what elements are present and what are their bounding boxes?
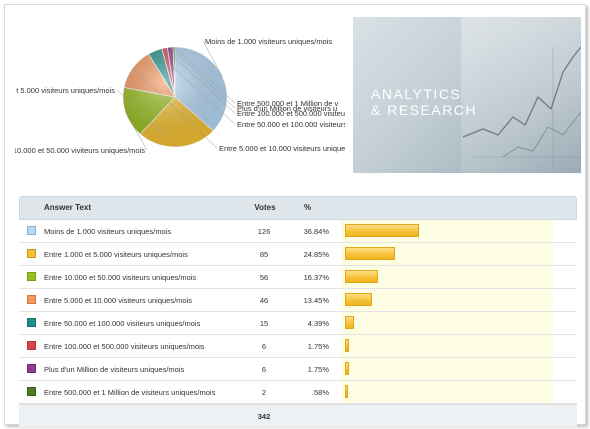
table-row: Entre 500.000 et 1 Million de visiteurs … — [19, 381, 577, 404]
table-header: Answer Text Votes % — [19, 196, 577, 220]
answer-text: Moins de 1.000 visiteurs uniques/mois — [44, 227, 172, 236]
bar-cell — [341, 220, 553, 242]
color-swatch — [27, 249, 36, 258]
headline-line1: ANALYTICS — [371, 86, 462, 102]
vote-count: 15 — [259, 319, 269, 328]
vote-count: 126 — [257, 227, 271, 236]
color-swatch — [27, 295, 36, 304]
table-row: Entre 50.000 et 100.000 visiteurs unique… — [19, 312, 577, 335]
pie-label: Plus d'un Million de visiteurs u — [237, 104, 337, 113]
vote-count: 6 — [261, 342, 267, 351]
vote-percent: 4.39% — [307, 319, 329, 328]
pie-label: Entre 50.000 et 100.000 visiteurs — [237, 120, 345, 129]
table-row: Plus d'un Million de visiteurs uniques/m… — [19, 358, 577, 381]
vote-count: 6 — [261, 365, 267, 374]
result-bar — [345, 339, 349, 352]
bar-cell — [341, 381, 553, 403]
answer-text: Plus d'un Million de visiteurs uniques/m… — [44, 365, 185, 374]
vote-percent: 13.45% — [303, 296, 329, 305]
answer-text: Entre 50.000 et 100.000 visiteurs unique… — [44, 319, 201, 328]
vote-percent: 36.84% — [303, 227, 329, 236]
bar-cell — [341, 335, 553, 357]
color-swatch — [27, 387, 36, 396]
pie-chart: Moins de 1.000 visiteurs uniques/mois t 5… — [15, 17, 345, 177]
pie-leader-line — [125, 112, 148, 151]
color-swatch — [27, 226, 36, 235]
pie-leader-line — [116, 89, 178, 148]
color-swatch — [27, 341, 36, 350]
pie-label: Entre 100.000 et 500.000 visiteurs — [237, 109, 345, 118]
color-swatch — [27, 318, 36, 327]
table-row: Entre 5.000 et 10.000 visiteurs uniques/… — [19, 289, 577, 312]
header-votes: Votes — [254, 203, 276, 212]
total-votes: 342 — [257, 412, 271, 421]
vote-percent: .58% — [311, 388, 329, 397]
vote-count: 85 — [259, 250, 269, 259]
result-bar — [345, 224, 419, 237]
answer-text: Entre 500.000 et 1 Million de visiteurs … — [44, 388, 216, 397]
bar-cell — [341, 312, 553, 334]
result-bar — [345, 385, 348, 398]
answer-text: Entre 1.000 et 5.000 visiteurs uniques/m… — [44, 250, 188, 259]
result-bar — [345, 316, 354, 329]
pie-shading — [123, 47, 227, 147]
pie-leader-line — [170, 47, 236, 109]
pie-leader-line — [164, 47, 236, 114]
result-bar — [345, 247, 395, 260]
color-swatch — [27, 272, 36, 281]
color-swatch — [27, 364, 36, 373]
table-row: Entre 10.000 et 50.000 visiteurs uniques… — [19, 266, 577, 289]
result-bar — [345, 270, 378, 283]
pie-leader-line — [154, 50, 236, 125]
table-row: Entre 1.000 et 5.000 visiteurs uniques/m… — [19, 243, 577, 266]
result-bar — [345, 293, 372, 306]
header-answer-text: Answer Text — [44, 203, 91, 212]
pie-label: Entre 5.000 et 10.000 visiteurs uniques/… — [219, 144, 345, 153]
answer-text: Entre 5.000 et 10.000 visiteurs uniques/… — [44, 296, 193, 305]
vote-count: 56 — [259, 273, 269, 282]
pie-leader-line — [132, 67, 218, 149]
poll-results-table: Answer Text Votes % Moins de 1.000 visit… — [19, 196, 577, 427]
bar-cell — [341, 266, 553, 288]
headline-line2: & RESEARCH — [371, 102, 478, 118]
pie-leader-line — [173, 46, 236, 104]
analytics-research-photo: ANALYTICS & RESEARCH — [353, 17, 581, 173]
bar-cell — [341, 243, 553, 265]
result-bar — [345, 362, 349, 375]
table-row: Entre 100.000 et 500.000 visiteurs uniqu… — [19, 335, 577, 358]
table-footer: 342 — [19, 404, 577, 427]
vote-count: 2 — [261, 388, 267, 397]
pie-label: t 5.000 visiteurs uniques/mois — [16, 86, 115, 95]
answer-text: Entre 10.000 et 50.000 visiteurs uniques… — [44, 273, 197, 282]
document-graphic — [461, 17, 581, 173]
line-graph-graphic — [462, 46, 581, 167]
vote-count: 46 — [259, 296, 269, 305]
pie-label: Entre 500.000 et 1 Million de v — [237, 99, 339, 108]
header-percent: % — [304, 203, 312, 212]
pie-svg: Moins de 1.000 visiteurs uniques/mois t 5… — [15, 37, 345, 155]
pie-label: Moins de 1.000 visiteurs uniques/mois — [205, 37, 332, 46]
table-row: Moins de 1.000 visiteurs uniques/mois 126… — [19, 220, 577, 243]
frame: Moins de 1.000 visiteurs uniques/mois t 5… — [4, 4, 586, 427]
pie-label: e 10.000 et 50.000 viviteurs uniques/moi… — [15, 146, 145, 155]
bar-cell — [341, 289, 553, 311]
vote-percent: 16.37% — [303, 273, 329, 282]
vote-percent: 1.75% — [307, 365, 329, 374]
vote-percent: 1.75% — [307, 342, 329, 351]
pie-leader-line — [202, 40, 223, 78]
vote-percent: 24.85% — [303, 250, 329, 259]
bar-cell — [341, 358, 553, 380]
answer-text: Entre 100.000 et 500.000 visiteurs uniqu… — [44, 342, 205, 351]
